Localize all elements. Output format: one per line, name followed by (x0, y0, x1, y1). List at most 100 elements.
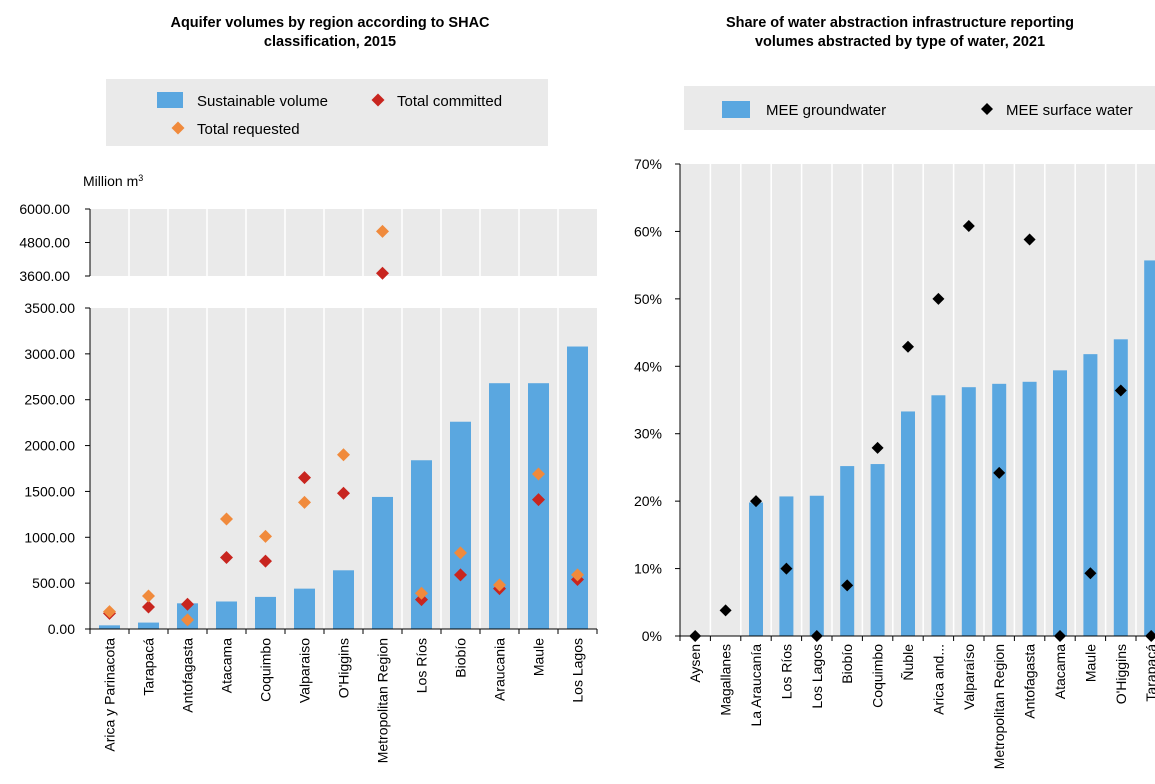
right-surface-marker (1054, 630, 1066, 642)
left-legend-requested-swatch (171, 121, 185, 135)
right-category-label: Metropolitan Region (991, 644, 1007, 769)
left-committed-marker (298, 471, 311, 485)
right-bar (1083, 354, 1098, 636)
left-legend-committed-swatch (371, 93, 385, 107)
right-legend-box (684, 86, 1155, 130)
left-legend-label: Total requested (197, 121, 300, 138)
right-surface-marker (750, 495, 762, 508)
left-unit-label-main: Million m (83, 173, 138, 189)
left-requested-marker (493, 578, 506, 592)
left-upper-panel (90, 209, 597, 276)
left-category-label: Maule (531, 638, 547, 676)
right-bar (992, 383, 1007, 636)
left-legend-box (106, 79, 548, 146)
left-unit-label-sup: 3 (138, 173, 143, 183)
right-surface-marker (780, 562, 793, 575)
right-y-tick-label: 20% (634, 493, 662, 509)
left-committed-marker (142, 600, 155, 614)
right-legend-bar-swatch (722, 101, 750, 118)
right-surface-marker (902, 340, 914, 353)
left-bar (450, 421, 471, 629)
right-surface-marker (993, 466, 1006, 479)
right-surface-marker (1084, 567, 1097, 580)
right-bar (901, 411, 915, 636)
right-category-label: Biobío (839, 644, 855, 684)
left-requested-marker (181, 613, 194, 627)
left-bar (411, 460, 432, 629)
right-surface-marker (689, 630, 702, 642)
left-committed-marker (220, 550, 233, 564)
right-category-label: Antofagasta (1022, 644, 1038, 719)
left-category-label: Los Ríos (414, 638, 430, 693)
left-chart-title-line1: Aquifer volumes by region according to S… (170, 15, 490, 31)
right-y-tick-label: 0% (642, 628, 662, 644)
left-bar (216, 601, 237, 629)
right-category-label: Los Lagos (809, 644, 825, 709)
left-upper-tick-label: 6000.00 (19, 201, 70, 217)
left-category-label: Los Lagos (570, 638, 586, 703)
right-surface-marker (871, 441, 884, 454)
right-legend-surface-swatch (981, 103, 993, 115)
right-surface-marker (962, 220, 975, 233)
left-lower-tick-label: 3000.00 (24, 346, 75, 362)
right-chart-title: Share of water abstraction infrastructur… (660, 14, 1140, 52)
left-bar (294, 588, 315, 629)
left-requested-marker (142, 589, 155, 603)
right-category-label: Ñuble (900, 644, 916, 681)
right-chart-title-line2: volumes abstracted by type of water, 202… (754, 34, 1046, 50)
right-surface-marker (719, 604, 732, 617)
left-legend-label: Total committed (397, 93, 502, 110)
left-requested-marker (532, 467, 545, 481)
right-category-label: Maule (1082, 644, 1098, 682)
left-committed-marker (532, 493, 545, 507)
right-category-label: O'Higgins (1113, 644, 1129, 704)
left-lower-tick-label: 1000.00 (24, 529, 75, 545)
right-chart-title-line1: Share of water abstraction infrastructur… (725, 15, 1075, 31)
left-bar (138, 622, 159, 629)
left-requested-marker (220, 512, 233, 526)
left-requested-marker (415, 586, 428, 600)
left-committed-marker (181, 597, 194, 611)
left-requested-marker (337, 448, 350, 462)
left-category-label: Antofagasta (180, 638, 196, 713)
left-lower-tick-label: 2500.00 (24, 392, 75, 408)
left-category-label: Coquimbo (258, 638, 274, 702)
right-bar (749, 502, 763, 636)
right-legend-label: MEE surface water (1006, 102, 1133, 119)
right-bar (840, 466, 855, 636)
left-legend-bar-swatch (157, 92, 183, 108)
left-requested-marker (454, 546, 467, 560)
left-category-label: Arica y Parinacota (102, 638, 118, 752)
left-category-label: Metropolitan Region (375, 638, 391, 763)
right-category-label: Arica and... (930, 644, 946, 715)
right-y-tick-label: 50% (634, 291, 662, 307)
right-category-label: Valparaíso (961, 644, 977, 710)
left-requested-marker (571, 568, 584, 582)
left-category-label: Biobío (453, 638, 469, 678)
left-bar (333, 570, 354, 629)
left-committed-marker (259, 554, 272, 568)
left-committed-marker (454, 568, 467, 582)
left-requested-marker (376, 224, 389, 238)
left-category-label: O'Higgins (336, 638, 352, 698)
left-lower-tick-label: 1500.00 (24, 483, 75, 499)
left-bar (255, 596, 276, 629)
right-bar (961, 387, 976, 636)
right-y-tick-label: 70% (634, 156, 662, 172)
left-chart-title-line2: classification, 2015 (263, 34, 397, 50)
right-bar (931, 395, 946, 636)
right-category-label: Aysen (687, 644, 703, 683)
right-y-tick-label: 10% (634, 561, 662, 577)
right-surface-marker (932, 292, 945, 305)
right-y-tick-label: 30% (634, 426, 662, 442)
right-surface-marker (810, 630, 823, 642)
left-lower-tick-label: 0.00 (48, 621, 75, 637)
right-surface-marker (841, 579, 854, 592)
left-bar (489, 383, 510, 629)
right-category-label: La Araucanía (748, 644, 764, 727)
right-surface-marker (1145, 630, 1155, 642)
right-category-label: Atacama (1052, 644, 1068, 699)
right-category-label: Coquimbo (870, 644, 886, 708)
left-requested-marker (103, 605, 116, 619)
